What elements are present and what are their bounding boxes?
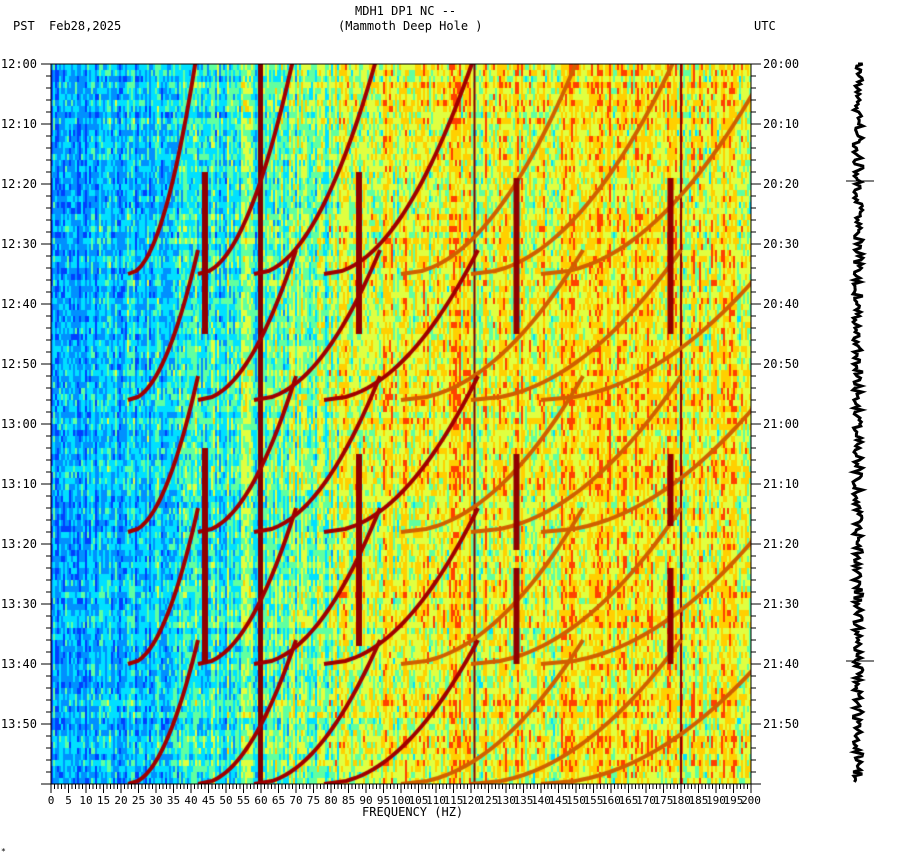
- x-tick-label: 50: [219, 794, 232, 807]
- x-tick-label: 40: [184, 794, 197, 807]
- y-tick-label-right: 21:20: [763, 537, 799, 551]
- x-tick-label: 115: [444, 794, 464, 807]
- y-tick-label-right: 21:00: [763, 417, 799, 431]
- x-tick-label: 0: [48, 794, 55, 807]
- x-tick-label: 80: [324, 794, 337, 807]
- x-tick-label: 90: [359, 794, 372, 807]
- x-tick-label: 10: [79, 794, 92, 807]
- y-tick-label-left: 13:20: [1, 537, 37, 551]
- x-tick-label: 165: [619, 794, 639, 807]
- y-tick-label-right: 20:20: [763, 177, 799, 191]
- y-tick-label-left: 13:30: [1, 597, 37, 611]
- left-timezone: PST: [13, 19, 35, 33]
- y-tick-label-right: 21:50: [763, 717, 799, 731]
- x-axis-label: FREQUENCY (HZ): [362, 805, 464, 819]
- x-tick-label: 150: [566, 794, 586, 807]
- x-tick-label: 55: [237, 794, 250, 807]
- x-tick-label: 105: [409, 794, 429, 807]
- x-tick-label: 45: [202, 794, 215, 807]
- y-tick-label-left: 12:30: [1, 237, 37, 251]
- y-tick-label-left: 12:40: [1, 297, 37, 311]
- x-tick-label: 15: [97, 794, 110, 807]
- x-tick-label: 20: [114, 794, 127, 807]
- y-tick-label-right: 20:00: [763, 57, 799, 71]
- x-tick-label: 65: [272, 794, 285, 807]
- chart-subtitle: (Mammoth Deep Hole ): [338, 19, 483, 33]
- x-tick-label: 5: [65, 794, 72, 807]
- x-tick-label: 200: [741, 794, 761, 807]
- x-tick-label: 195: [724, 794, 744, 807]
- y-tick-label-left: 12:20: [1, 177, 37, 191]
- y-tick-label-left: 13:00: [1, 417, 37, 431]
- chart-title: MDH1 DP1 NC --: [355, 4, 457, 18]
- x-tick-label: 75: [307, 794, 320, 807]
- y-tick-label-right: 20:40: [763, 297, 799, 311]
- y-tick-label-right: 21:40: [763, 657, 799, 671]
- x-tick-label: 130: [496, 794, 516, 807]
- spectrogram-heatmap: [51, 64, 751, 784]
- y-tick-label-right: 20:30: [763, 237, 799, 251]
- y-tick-label-left: 12:00: [1, 57, 37, 71]
- x-tick-label: 35: [167, 794, 180, 807]
- y-tick-label-left: 13:10: [1, 477, 37, 491]
- x-tick-label: 160: [601, 794, 621, 807]
- y-tick-label-right: 21:30: [763, 597, 799, 611]
- y-tick-label-left: 13:50: [1, 717, 37, 731]
- x-tick-label: 30: [149, 794, 162, 807]
- x-tick-label: 110: [426, 794, 446, 807]
- right-timezone: UTC: [754, 19, 776, 33]
- x-tick-label: 140: [531, 794, 551, 807]
- y-tick-label-left: 13:40: [1, 657, 37, 671]
- y-tick-label-left: 12:50: [1, 357, 37, 371]
- x-tick-label: 190: [706, 794, 726, 807]
- x-tick-label: 70: [289, 794, 302, 807]
- x-tick-label: 125: [479, 794, 499, 807]
- date-label: Feb28,2025: [49, 19, 122, 33]
- y-tick-label-right: 20:50: [763, 357, 799, 371]
- y-tick-label-right: 21:10: [763, 477, 799, 491]
- x-tick-label: 170: [636, 794, 656, 807]
- x-tick-label: 95: [377, 794, 390, 807]
- x-tick-label: 100: [391, 794, 411, 807]
- x-tick-label: 175: [654, 794, 674, 807]
- footer-mark: *: [1, 847, 6, 856]
- x-tick-label: 145: [549, 794, 569, 807]
- x-tick-label: 155: [584, 794, 604, 807]
- x-tick-label: 120: [461, 794, 481, 807]
- x-tick-label: 25: [132, 794, 145, 807]
- x-tick-label: 180: [671, 794, 691, 807]
- x-tick-label: 135: [514, 794, 534, 807]
- trace-line: [848, 62, 868, 783]
- plot-frame: [50, 63, 752, 785]
- y-tick-label-right: 20:10: [763, 117, 799, 131]
- x-tick-label: 60: [254, 794, 267, 807]
- y-tick-label-left: 12:10: [1, 117, 37, 131]
- x-tick-label: 185: [689, 794, 709, 807]
- seismogram-trace: [846, 62, 874, 783]
- x-tick-label: 85: [342, 794, 355, 807]
